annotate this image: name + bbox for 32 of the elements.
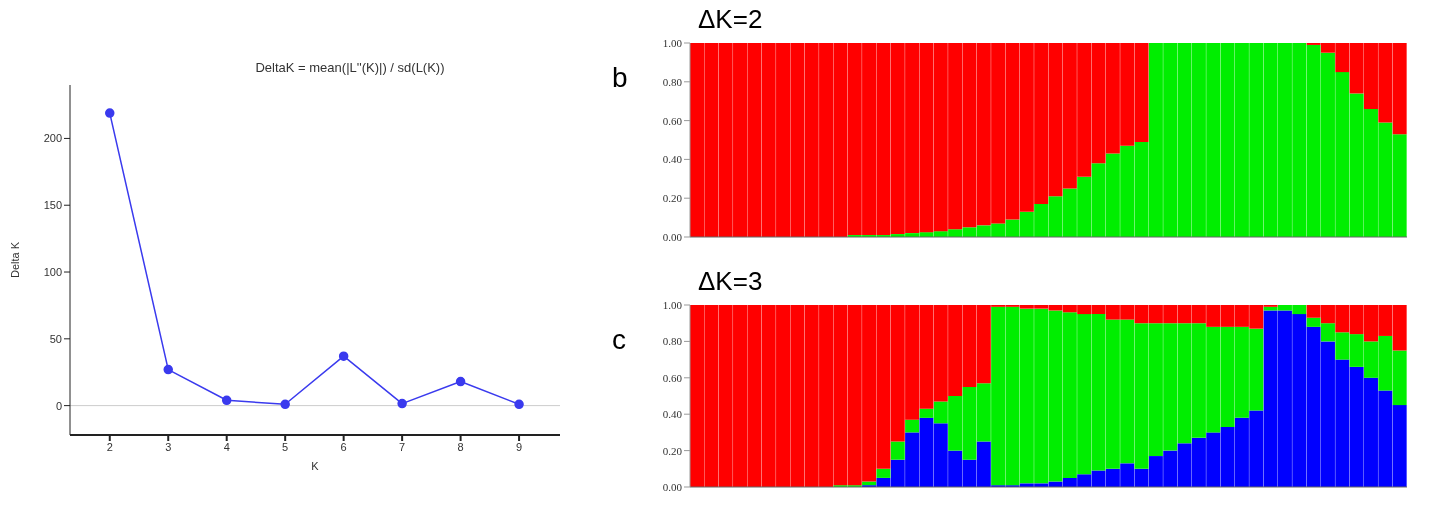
y-tick-label: 1.00: [662, 36, 683, 49]
y-tick-label: 0.60: [662, 114, 683, 127]
y-tick-label: 0.40: [662, 408, 683, 421]
chart-title: DeltaK = mean(|L''(K)|) / sd(L(K)): [254, 60, 446, 77]
y-tick-label: 0.80: [662, 75, 683, 88]
y-tick-label: 0.20: [662, 444, 683, 457]
y-tick-label: 0: [55, 399, 62, 412]
y-tick-label: 200: [43, 132, 62, 145]
y-tick-label: 0.00: [662, 480, 683, 493]
y-tick-label: 0.40: [662, 153, 683, 166]
y-axis-title: Delta K: [8, 241, 21, 279]
x-tick-label: 5: [282, 440, 289, 453]
y-tick-label: 0.80: [662, 335, 683, 348]
y-tick-label: 100: [43, 265, 62, 278]
x-tick-label: 3: [165, 440, 172, 453]
y-tick-label: 50: [49, 332, 62, 345]
x-tick-label: 7: [399, 440, 406, 453]
y-tick-label: 1.00: [662, 298, 683, 311]
x-axis-title: K: [311, 460, 320, 472]
y-tick-label: 0.00: [662, 230, 683, 243]
x-tick-label: 2: [106, 440, 113, 453]
text: b: [612, 62, 628, 94]
x-tick-label: 4: [223, 440, 230, 453]
x-tick-label: 9: [516, 440, 523, 453]
chart-title: ΔK=2: [697, 3, 764, 36]
text: c: [612, 324, 626, 356]
x-tick-label: 6: [340, 440, 347, 453]
x-tick-label: 8: [457, 440, 464, 453]
chart-title: ΔK=3: [697, 265, 764, 298]
y-tick-label: 150: [43, 199, 62, 212]
y-tick-label: 0.60: [662, 371, 683, 384]
y-tick-label: 0.20: [662, 192, 683, 205]
